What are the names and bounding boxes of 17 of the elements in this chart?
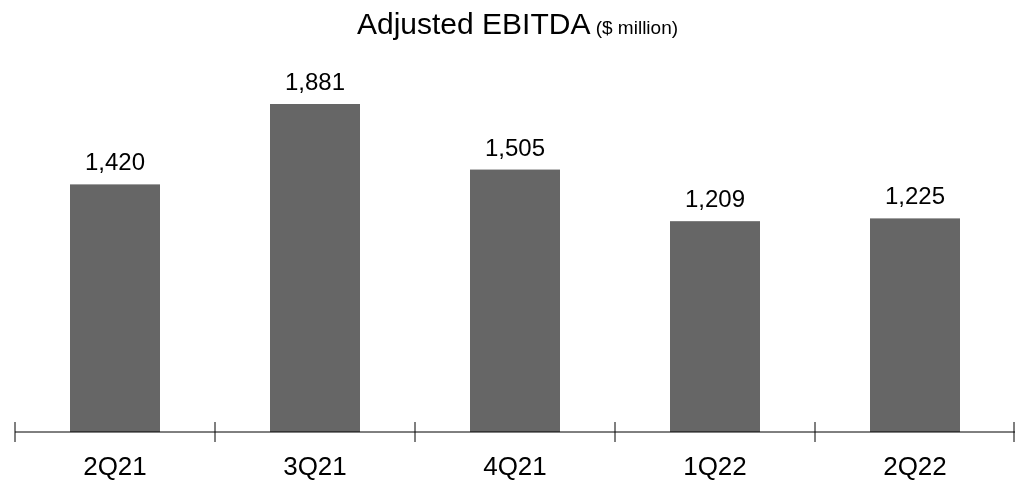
bar bbox=[70, 184, 160, 432]
bar bbox=[470, 169, 560, 432]
chart-subtitle: ($ million) bbox=[590, 17, 679, 38]
x-tick-label: 4Q21 bbox=[483, 451, 547, 481]
x-tick-label: 2Q22 bbox=[883, 451, 947, 481]
data-label: 1,420 bbox=[84, 148, 146, 176]
x-tick-label: 1Q22 bbox=[683, 451, 747, 481]
x-tick-label: 3Q21 bbox=[283, 451, 347, 481]
data-label: 1,225 bbox=[884, 182, 946, 210]
chart-title: Adjusted EBITDA bbox=[356, 7, 591, 40]
data-label: 1,881 bbox=[284, 68, 346, 95]
x-tick-label: 2Q21 bbox=[83, 451, 147, 481]
bar bbox=[270, 104, 360, 432]
data-label: 1,209 bbox=[684, 185, 746, 213]
bar bbox=[670, 221, 760, 432]
bar bbox=[870, 218, 960, 432]
data-label: 1,505 bbox=[484, 133, 546, 161]
